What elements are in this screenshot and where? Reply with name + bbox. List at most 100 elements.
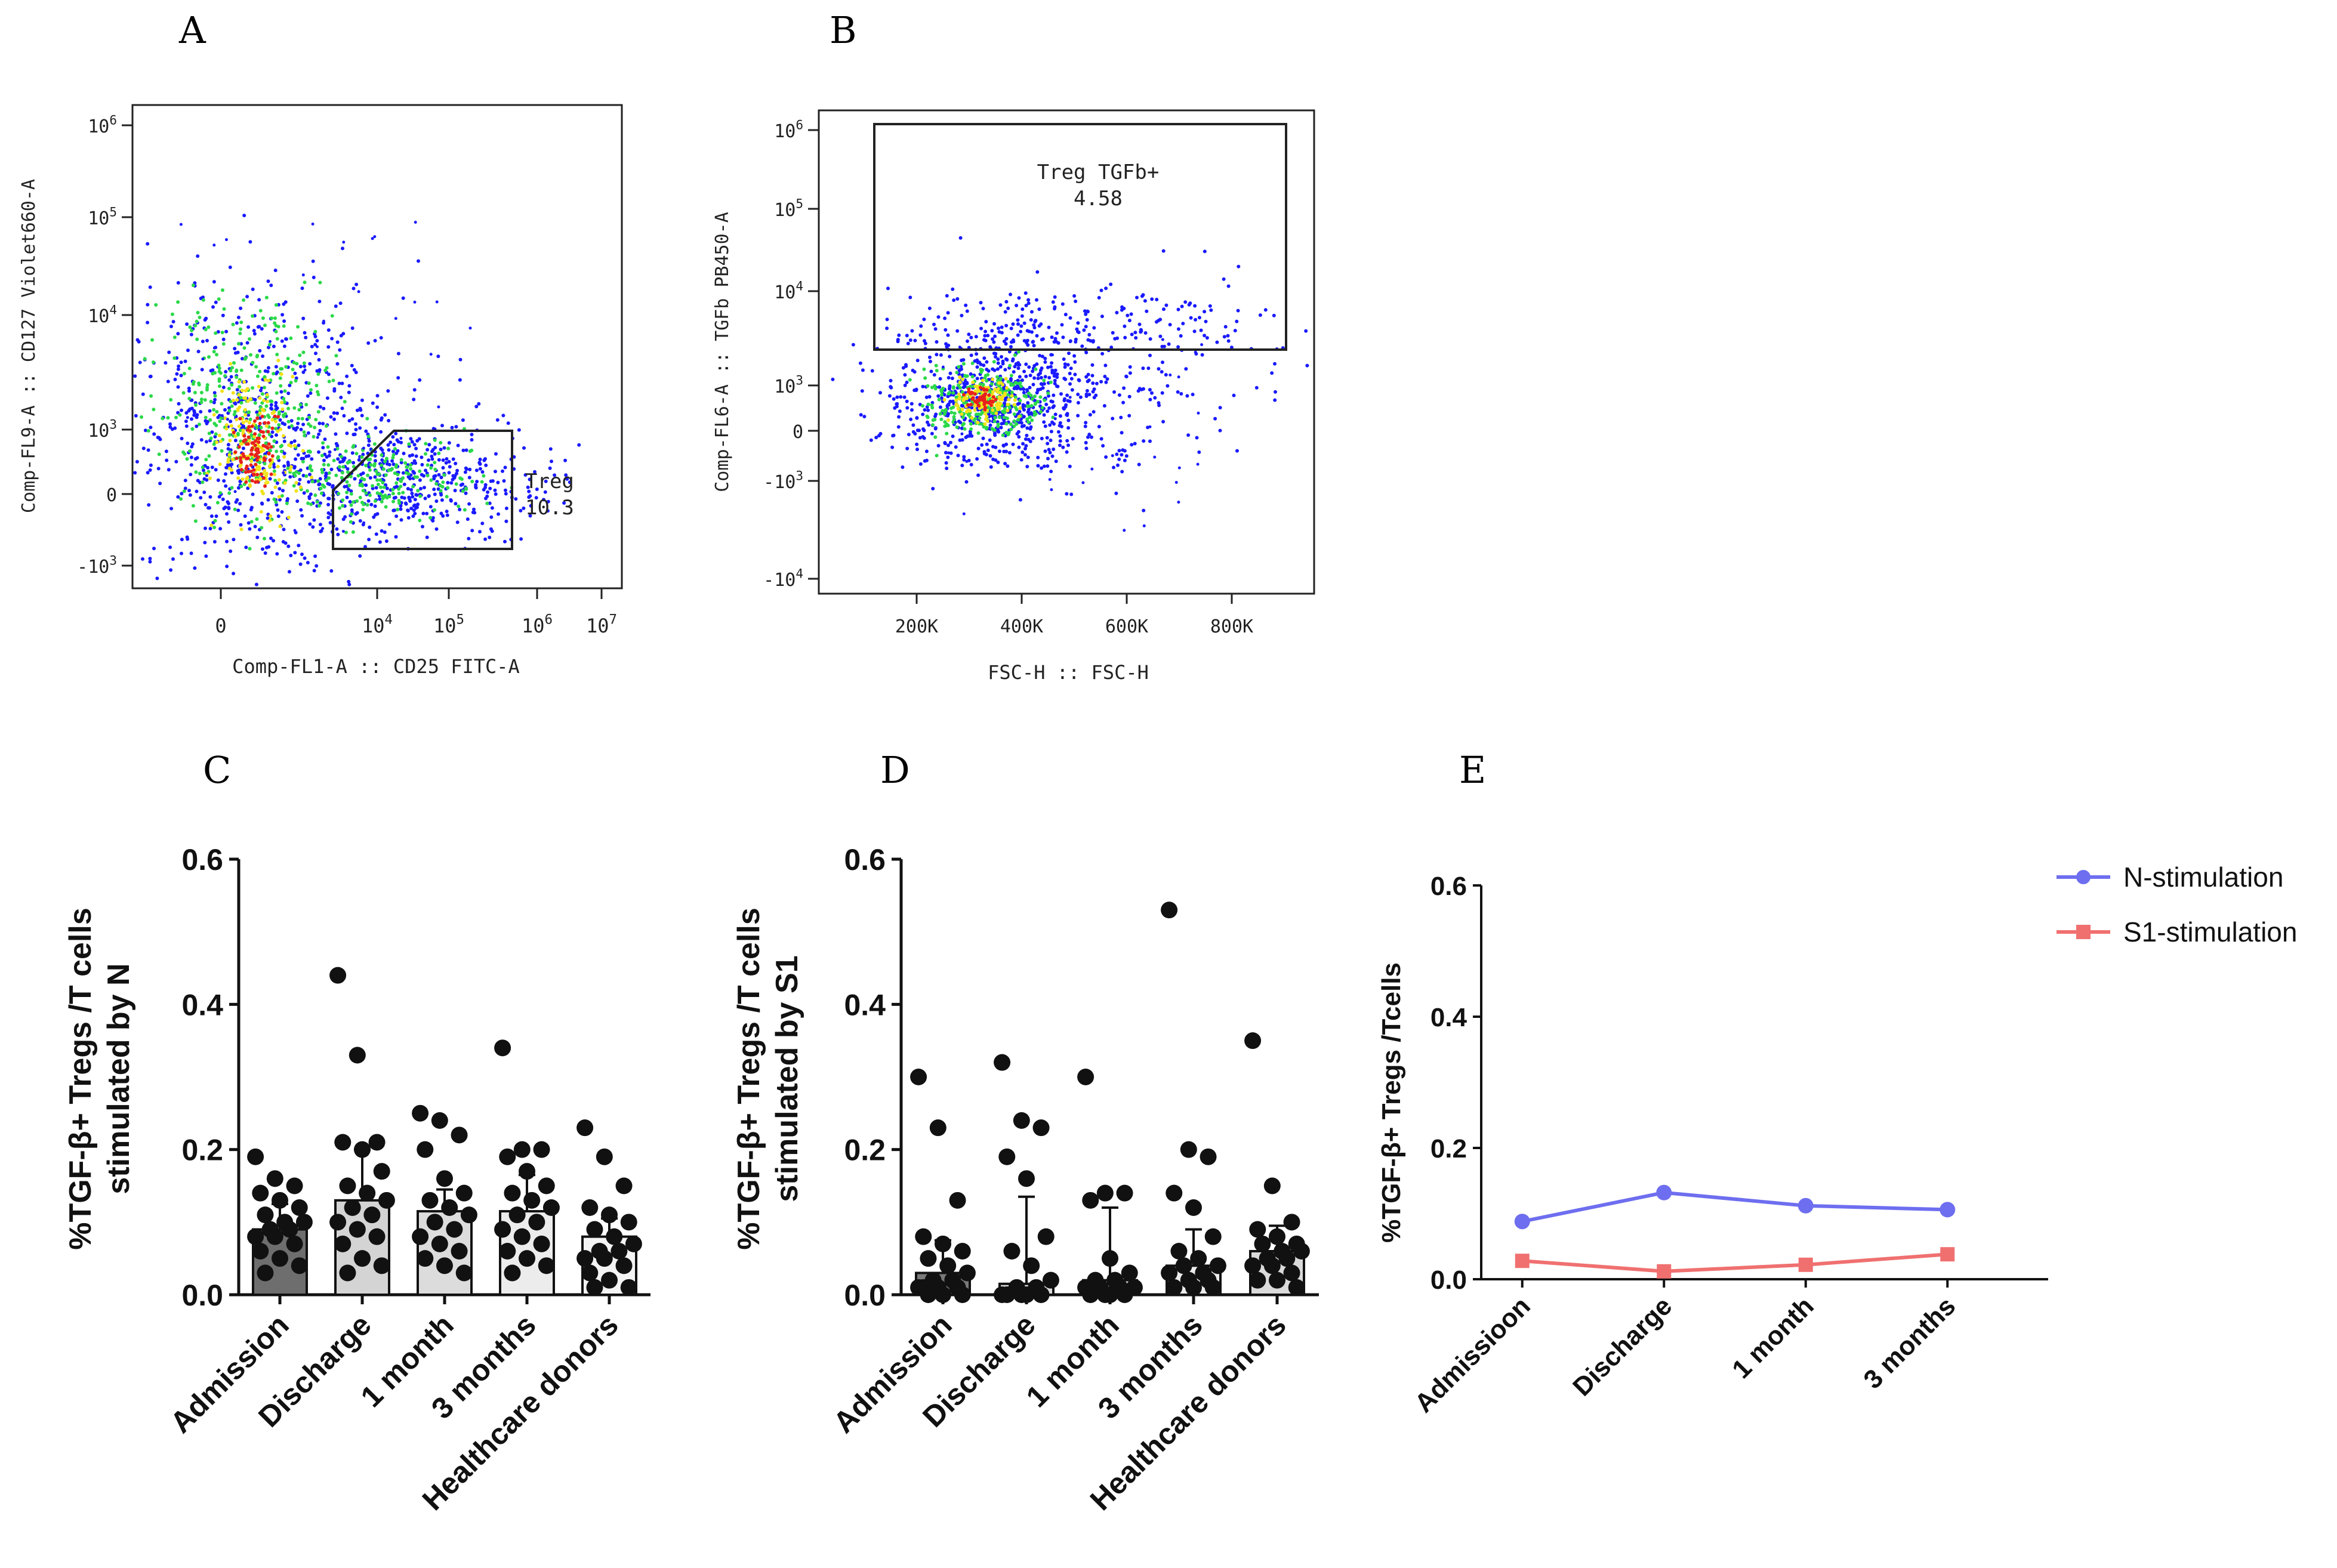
panel-b-event: [954, 398, 958, 402]
panel-a-event: [195, 489, 199, 493]
panel-a-event: [363, 545, 367, 549]
panel-a-event: [295, 499, 300, 503]
panel-a-event: [133, 374, 137, 378]
panel-a-event: [279, 427, 283, 431]
panel-a-event: [233, 410, 237, 414]
panel-b-event: [1066, 363, 1070, 367]
panel-b-event: [1026, 401, 1030, 405]
panel-a-event: [550, 459, 553, 464]
panel-a-event: [238, 416, 242, 421]
panel-b-event: [997, 406, 1001, 410]
panel-a-event: [228, 450, 232, 454]
panel-b-event: [1032, 376, 1037, 380]
panel-a-event: [196, 254, 200, 258]
panel-a-event: [295, 362, 299, 366]
panel-a-event: [252, 329, 256, 333]
panel-a-event: [280, 339, 284, 343]
panel-b-event: [997, 415, 1001, 419]
panel-a-event: [278, 524, 282, 529]
panel-b-event: [946, 311, 950, 315]
panel-d-data-point: [1244, 1257, 1262, 1274]
panel-a-event: [199, 438, 204, 442]
panel-d-data-point: [1190, 1250, 1207, 1267]
panel-b-event: [1160, 391, 1164, 395]
panel-a-event: [289, 554, 293, 557]
panel-b-event: [1117, 457, 1121, 461]
panel-a-event: [285, 501, 289, 505]
panel-b-event: [1042, 382, 1046, 386]
panel-a-event: [439, 476, 443, 480]
panel-a-event: [362, 521, 366, 524]
panel-b-event: [1063, 313, 1068, 317]
panel-a-event: [146, 320, 150, 325]
panel-a-event: [235, 456, 239, 461]
panel-a-event: [399, 458, 403, 462]
panel-a-event: [437, 451, 441, 455]
panel-a-event: [358, 426, 362, 430]
panel-a-event: [137, 339, 141, 344]
panel-c-data-point: [581, 1199, 599, 1216]
panel-a-event: [367, 538, 371, 542]
panel-a-event: [364, 491, 368, 495]
panel-a-event: [457, 504, 461, 508]
panel-b-event: [951, 434, 955, 439]
panel-a-event: [434, 481, 439, 486]
panel-a-event: [310, 344, 314, 348]
panel-b-event: [891, 434, 895, 438]
panel-b-event: [945, 294, 949, 298]
panel-b-event: [1200, 353, 1204, 357]
panel-b-event: [1126, 313, 1130, 317]
panel-a-event: [405, 465, 409, 469]
panel-b-y-tick-label: 106: [774, 118, 803, 143]
panel-b-event: [1043, 449, 1047, 453]
panel-c-data-point: [417, 1141, 434, 1158]
panel-b-event: [1087, 378, 1091, 382]
panel-a-event: [260, 392, 264, 396]
panel-b-event: [1065, 492, 1069, 496]
panel-b-event: [1022, 415, 1026, 419]
panel-a-event: [369, 447, 372, 450]
panel-a-event: [269, 339, 272, 343]
panel-a-event: [297, 544, 301, 548]
panel-b-event: [985, 388, 989, 392]
panel-a-event: [326, 445, 330, 449]
panel-a-event: [225, 539, 229, 544]
panel-a-event: [334, 473, 338, 477]
panel-a-event: [391, 487, 395, 492]
panel-a-event: [391, 492, 395, 496]
panel-a-event: [445, 513, 449, 517]
panel-b-event: [983, 334, 987, 338]
panel-b-event: [992, 322, 996, 326]
panel-a-event: [273, 479, 278, 483]
panel-d-data-point: [1263, 1257, 1281, 1274]
panel-b-event: [1032, 326, 1037, 330]
panel-b-event: [990, 329, 994, 333]
panel-a-event: [301, 273, 305, 277]
panel-a-event: [379, 485, 383, 489]
panel-b-event: [926, 402, 930, 406]
panel-a-event: [181, 450, 186, 454]
panel-b-event: [980, 396, 984, 400]
panel-a-event: [140, 415, 143, 419]
panel-b-event: [942, 398, 946, 402]
panel-b-event: [1197, 411, 1200, 415]
panel-b-event: [962, 422, 966, 426]
panel-a-event: [328, 521, 332, 524]
panel-b-event: [1019, 324, 1023, 328]
panel-a-event: [522, 446, 526, 450]
panel-a-event: [226, 418, 229, 421]
panel-a-event: [321, 527, 325, 530]
panel-a-event: [237, 379, 241, 384]
panel-a-event: [345, 490, 349, 495]
panel-a-event: [309, 388, 313, 392]
panel-a-event: [246, 486, 250, 490]
panel-b-event: [1117, 449, 1121, 453]
panel-a-event: [238, 480, 242, 483]
panel-b-event: [870, 369, 874, 373]
panel-a-event: [255, 410, 259, 414]
panel-a-event: [272, 372, 276, 376]
panel-a-event: [362, 446, 365, 450]
panel-b-event: [1141, 366, 1145, 371]
panel-a-event: [286, 357, 290, 360]
panel-b-event: [1038, 354, 1042, 357]
